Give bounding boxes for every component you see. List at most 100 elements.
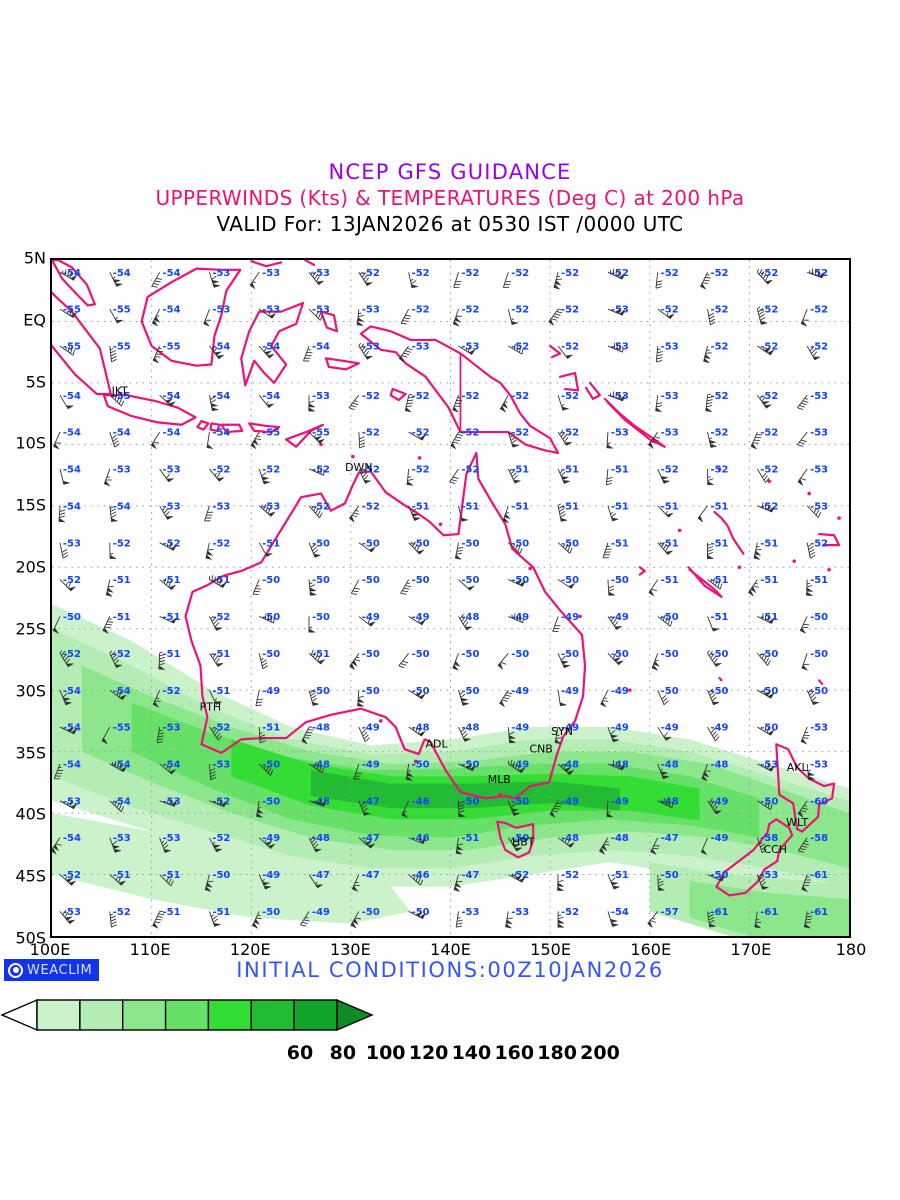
temperature-label: -52 [611,268,629,279]
coast-islet-16 [792,559,796,563]
temperature-label: -51 [561,501,579,512]
wind-barb-pennant [213,922,222,927]
temperature-label: -52 [760,391,778,402]
wind-barb-pennant [653,660,661,667]
wind-barb-full [657,880,664,884]
wind-barb-full [319,512,323,518]
temperature-label: -55 [113,305,131,316]
wind-barb-shaft [353,763,360,780]
wind-barb-full [262,665,268,670]
wind-barb-full [602,700,609,702]
wind-barb-full [460,727,466,733]
wind-barb-full [761,881,767,886]
wind-barb-full [712,578,716,584]
wind-barb-full [710,728,716,734]
wind-barb-half [264,839,267,844]
wind-barb-pennant [619,394,626,402]
wind-barb-full [111,654,117,659]
temperature-label: -50 [412,686,430,697]
wind-barb-full [401,355,408,358]
wind-barb-half [263,765,266,770]
wind-barb-pennant [252,438,259,446]
wind-barb-shaft [308,505,320,519]
wind-barb-full [569,547,573,554]
wind-barb-full [553,807,560,810]
wind-barb-full [110,918,117,922]
wind-barb-half [707,543,711,546]
wind-barb-pennant [548,318,555,327]
wind-barb-pennant [797,810,804,819]
wind-barb-half [65,346,67,351]
city-label-JKT: JKT [111,385,129,398]
wind-barb-full [400,322,407,325]
wind-barb-full [107,621,114,623]
temperature-label: -50 [362,538,380,549]
wind-barb-pennant [114,283,124,287]
temperature-label: -50 [461,686,479,697]
wind-barb-full [110,352,117,357]
wind-barb-pennant [317,659,326,665]
wind-barb-full [551,318,557,321]
y-tick-50S: 50S [15,928,46,948]
wind-barb-full [515,763,518,769]
wind-barb-full [165,511,170,517]
temperature-label: -61 [810,870,828,881]
weaclim-badge[interactable]: WEACLIM [4,959,100,981]
wind-barb-full [661,541,665,548]
temperature-label: -53 [661,342,679,353]
wind-barb-pennant [663,736,673,741]
wind-barb-full [763,688,766,695]
temperature-label: -50 [661,649,679,660]
wind-barb-shaft [602,542,609,558]
x-tick-130E: 130E [330,940,371,959]
weather-map-plot[interactable]: -54 -54 -54 -53 -53 -53 -52 -52 -52 -52 -52 -52 -52 -… [50,258,851,938]
wind-barb-pennant [368,621,376,627]
wind-barb-full [360,801,366,807]
temperature-label: -52 [810,305,828,316]
wind-barb-full [706,402,713,405]
wind-barb-full [454,439,461,442]
wind-barb-full [815,509,820,516]
wind-barb-pennant [461,517,469,522]
temperature-label: -51 [710,538,728,549]
wind-barb-full [610,877,616,882]
wind-barb-shaft [508,616,524,624]
wind-barb-full [770,803,773,810]
wind-barb-full [765,800,768,807]
wind-barb-pennant [511,320,520,325]
wind-barb-shaft [109,800,122,813]
wind-barb-full [805,921,811,924]
wind-barb-half [407,770,411,772]
wind-barb-pennant [553,283,561,290]
wind-barb-shaft [308,468,324,476]
wind-barb-full [308,400,315,404]
wind-barb-full [666,799,668,806]
wind-barb-full [359,445,366,449]
wind-barb-full [360,469,366,475]
wind-barb-pennant [612,885,621,890]
wind-barb-full [567,545,571,552]
wind-barb-full [506,917,513,920]
wind-barb-shaft [59,542,64,559]
temperature-label: -52 [561,428,579,439]
temperature-label: -50 [312,612,330,623]
wind-barb-pennant [600,700,607,708]
wind-barb-pennant [106,587,114,593]
wind-barb-pennant [363,479,372,484]
wind-barb-full [501,699,508,702]
wind-barb-full [255,704,262,707]
wind-barb-full [361,272,366,278]
temperature-label: -50 [511,538,529,549]
wind-barb-full [312,546,317,552]
wind-barb-full [111,434,117,439]
coast-islet-1 [351,454,355,459]
temperature-label: -52 [63,649,81,660]
wind-barb-full [359,442,366,446]
wind-barb-full [798,850,805,853]
wind-barb-full [807,688,813,694]
wind-barb-full [606,479,613,483]
map-canvas: -54 -54 -54 -53 -53 -53 -52 -52 -52 -52 -52 -52 -52 -… [52,260,849,936]
wind-barb-half [305,916,309,919]
wind-barb-pennant [364,840,373,846]
temperature-label: -54 [113,686,131,697]
